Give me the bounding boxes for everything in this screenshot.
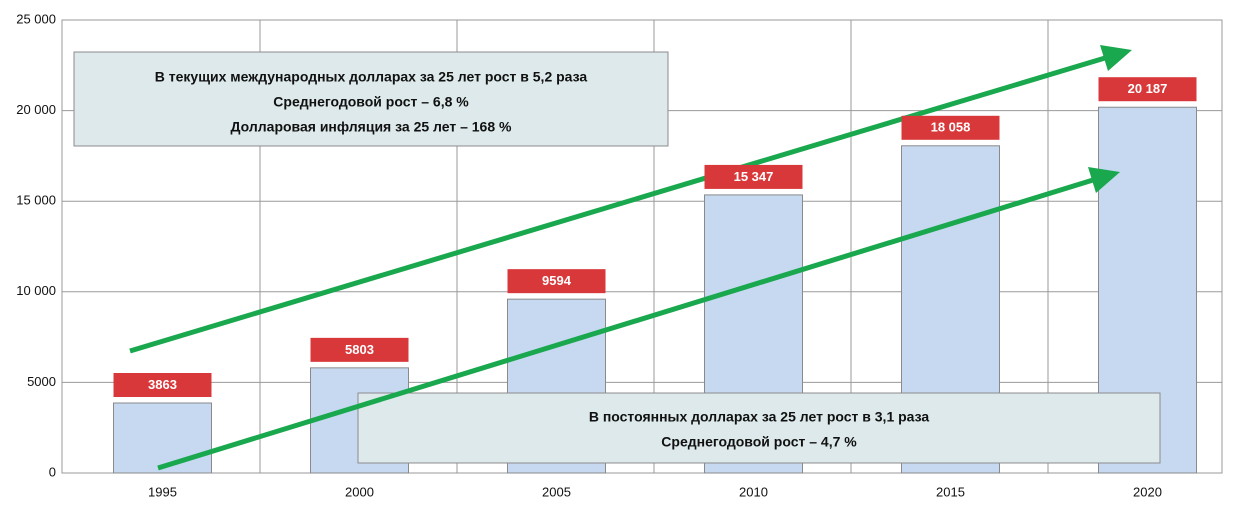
value-label-box <box>113 373 212 398</box>
y-tick-label: 0 <box>49 464 56 479</box>
annotation: Среднегодовой рост – 4,7 % <box>661 434 857 450</box>
value-label: 15 347 <box>734 169 774 184</box>
arrow-head <box>1100 45 1132 71</box>
y-tick-label: 15 000 <box>16 193 56 208</box>
x-tick-label: 2005 <box>542 484 571 499</box>
x-tick-label: 2020 <box>1133 484 1162 499</box>
labels: 0 5000 10 000 15 000 20 000 25 000 1995 3863 200… <box>16 11 1197 499</box>
value-label-box <box>704 164 803 189</box>
y-tick-label: 25 000 <box>16 11 56 26</box>
annotation: Долларовая инфляция за 25 лет – 168 % <box>231 119 512 135</box>
y-tick-label: 5000 <box>27 374 56 389</box>
x-tick-label: 1995 <box>148 484 177 499</box>
y-tick-label: 20 000 <box>16 102 56 117</box>
annotation: Среднегодовой рост – 6,8 % <box>273 94 469 110</box>
value-label: 5803 <box>345 342 374 357</box>
annotation: В постоянных долларах за 25 лет рост в 3… <box>589 409 930 425</box>
x-tick-label: 2010 <box>739 484 768 499</box>
x-tick-label: 2000 <box>345 484 374 499</box>
value-label: 3863 <box>148 377 177 392</box>
arrow-line <box>129 55 1106 354</box>
y-tick-label: 10 000 <box>16 283 56 298</box>
arrow <box>129 45 1132 471</box>
value-label-box <box>507 269 606 294</box>
annotation: В текущих международных долларах за 25 л… <box>155 69 588 85</box>
value-label: 18 058 <box>931 120 971 135</box>
arrow-line <box>157 177 1094 471</box>
arrow-head <box>1088 167 1120 193</box>
annotation-box <box>357 392 1161 464</box>
annotation-box <box>73 51 669 147</box>
value-label-box <box>901 115 1000 140</box>
value-label-box <box>1098 77 1197 102</box>
value-label: 20 187 <box>1128 81 1168 96</box>
x-tick-label: 2015 <box>936 484 965 499</box>
bar <box>113 402 212 474</box>
value-label-box <box>310 337 409 362</box>
value-label: 9594 <box>542 273 572 288</box>
